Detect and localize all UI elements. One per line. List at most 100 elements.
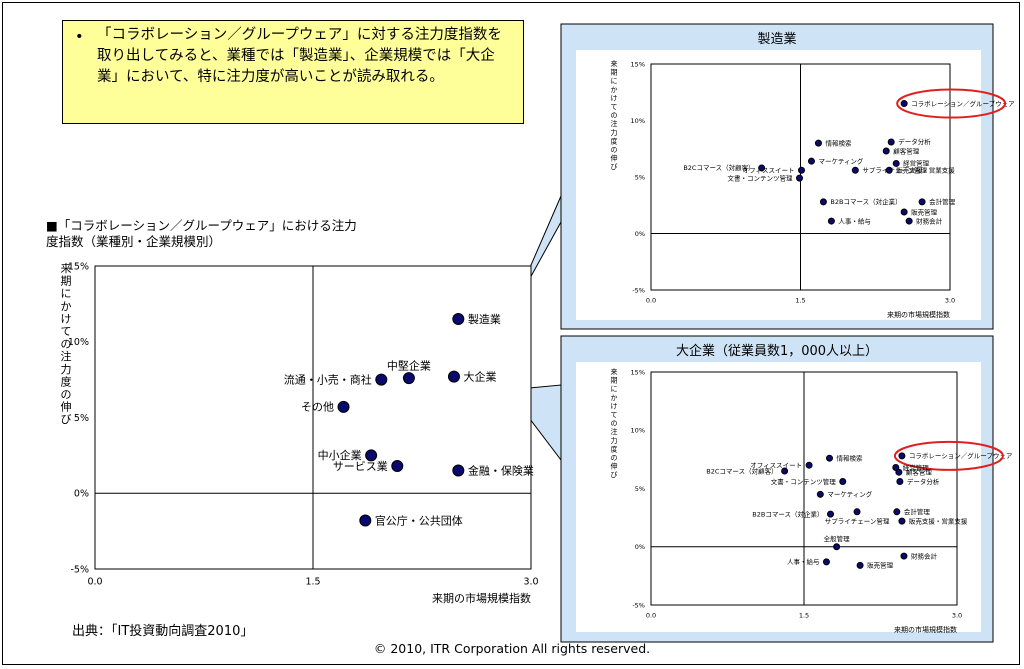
point-label: 全般管理 xyxy=(824,534,851,543)
ylabel-char: 期 xyxy=(611,377,618,385)
data-point xyxy=(833,543,841,551)
x-tick-label: 3.0 xyxy=(945,297,955,305)
data-point xyxy=(905,217,913,225)
data-point xyxy=(452,313,465,326)
point-label: その他 xyxy=(301,401,334,414)
point-label: マーケティング xyxy=(818,156,863,165)
data-point xyxy=(819,198,827,206)
highlight-ellipse xyxy=(893,440,1004,471)
point-label: 文書・コンテンツ管理 xyxy=(771,477,837,486)
x-tick-label: 1.5 xyxy=(795,297,805,305)
point-label: 販売管理 xyxy=(911,207,938,216)
point-label: マーケティング xyxy=(827,490,872,499)
data-point xyxy=(851,166,859,174)
y-tick-label: 0% xyxy=(74,489,89,500)
point-label: サービス業 xyxy=(333,460,388,473)
point-label: サプライチェーン管理 xyxy=(862,165,927,174)
ylabel-char: の xyxy=(611,146,618,154)
point-label: コラボレーション／グループウェア xyxy=(911,99,1015,108)
point-label: 会計管理 xyxy=(929,197,956,206)
large-enterprise-scatter-chart: 大企業（従業員数1，000人以上） 15% 10% 5% 0% -5%0.0 1.5 3.0 来… xyxy=(560,335,1013,643)
data-point xyxy=(337,400,350,413)
x-tick-label: 3.0 xyxy=(952,612,962,620)
data-point xyxy=(781,467,789,475)
ylabel-char: の xyxy=(61,338,72,351)
data-point xyxy=(900,208,908,216)
ylabel-char: か xyxy=(61,300,72,313)
point-label: B2Cコマース（対顧客） xyxy=(683,163,754,172)
point-label: サプライチェーン管理 xyxy=(825,516,890,525)
data-point xyxy=(900,552,908,560)
point-label: 経営管理 xyxy=(903,463,930,472)
point-label: 中小企業 xyxy=(318,448,362,462)
ylabel-char: の xyxy=(61,388,72,401)
point-label: B2Cコマース（対顧客） xyxy=(706,466,777,475)
point-label: 会計管理 xyxy=(904,507,931,516)
data-point xyxy=(797,166,805,174)
ylabel-char: に xyxy=(61,287,72,300)
data-point xyxy=(827,217,835,225)
y-tick-label: -5% xyxy=(632,601,645,609)
point-label: 顧客管理 xyxy=(906,467,933,476)
point-label: 中堅企業 xyxy=(387,359,431,373)
data-point xyxy=(827,510,835,518)
x-axis-label: 来期の市場規模指数 xyxy=(887,310,950,319)
data-point xyxy=(895,468,903,476)
ylabel-char: 期 xyxy=(61,275,72,288)
point-label: 人事・給与 xyxy=(787,557,820,566)
data-point xyxy=(898,452,906,460)
ylabel-char: 度 xyxy=(611,444,618,453)
data-point xyxy=(365,449,378,462)
x-tick-label: 1.5 xyxy=(305,577,320,588)
point-label: 顧客管理 xyxy=(893,146,920,155)
y-tick-label: 15% xyxy=(631,60,645,68)
data-point xyxy=(814,139,822,147)
data-point xyxy=(856,561,864,569)
ylabel-char: 力 xyxy=(611,128,618,137)
point-label: 人事・給与 xyxy=(838,216,871,225)
ylabel-char: の xyxy=(611,454,618,462)
point-label: B2Bコマース（対企業） xyxy=(752,509,823,518)
copyright-notice: © 2010, ITR Corporation All rights reser… xyxy=(373,641,651,656)
summary-callout: • 「コラボレーション／グループウェア」に対する注力度指数を取り出してみると、業… xyxy=(62,20,524,124)
point-label: 官公庁・公共団体 xyxy=(375,513,463,527)
ylabel-char: 注 xyxy=(611,427,618,436)
ylabel-char: け xyxy=(611,94,618,102)
y-tick-label: 10% xyxy=(631,117,645,125)
data-point xyxy=(805,461,813,469)
x-tick-label: 0.0 xyxy=(646,297,656,305)
y-tick-label: 5% xyxy=(635,485,645,493)
point-label: 情報検索 xyxy=(825,138,852,147)
data-point xyxy=(893,508,901,516)
point-label: B2Bコマース（対企業） xyxy=(830,197,901,206)
data-point xyxy=(796,174,804,182)
data-point xyxy=(892,159,900,167)
point-label: 財務会計 xyxy=(916,216,943,225)
point-label: オフィススイート xyxy=(743,166,795,174)
point-label: 流通・小売・商社 xyxy=(284,372,372,386)
ylabel-char: 来 xyxy=(61,262,72,275)
data-point xyxy=(896,478,904,486)
y-tick-label: -5% xyxy=(632,286,645,294)
data-point xyxy=(900,100,908,108)
data-point xyxy=(391,459,404,472)
point-label: 製造業 xyxy=(468,312,501,326)
main-chart-title: ■「コラボレーション／グループウェア」における注力度指数（業種別・企業規模別） xyxy=(46,218,357,249)
data-point xyxy=(918,198,926,206)
data-point xyxy=(816,490,824,498)
ylabel-char: び xyxy=(611,163,618,171)
ylabel-char: の xyxy=(611,420,618,428)
y-tick-label: 5% xyxy=(635,173,645,181)
data-point xyxy=(882,147,890,155)
y-tick-label: 5% xyxy=(74,413,89,424)
y-tick-label: 0% xyxy=(635,230,645,238)
point-label: コラボレーション／グループウェア xyxy=(909,451,1013,460)
ylabel-char: か xyxy=(611,86,618,94)
ylabel-char: 来 xyxy=(611,368,618,376)
ylabel-char: て xyxy=(611,103,618,111)
ylabel-char: び xyxy=(61,413,72,426)
point-label: 情報検索 xyxy=(837,453,864,462)
ylabel-char: か xyxy=(611,394,618,402)
